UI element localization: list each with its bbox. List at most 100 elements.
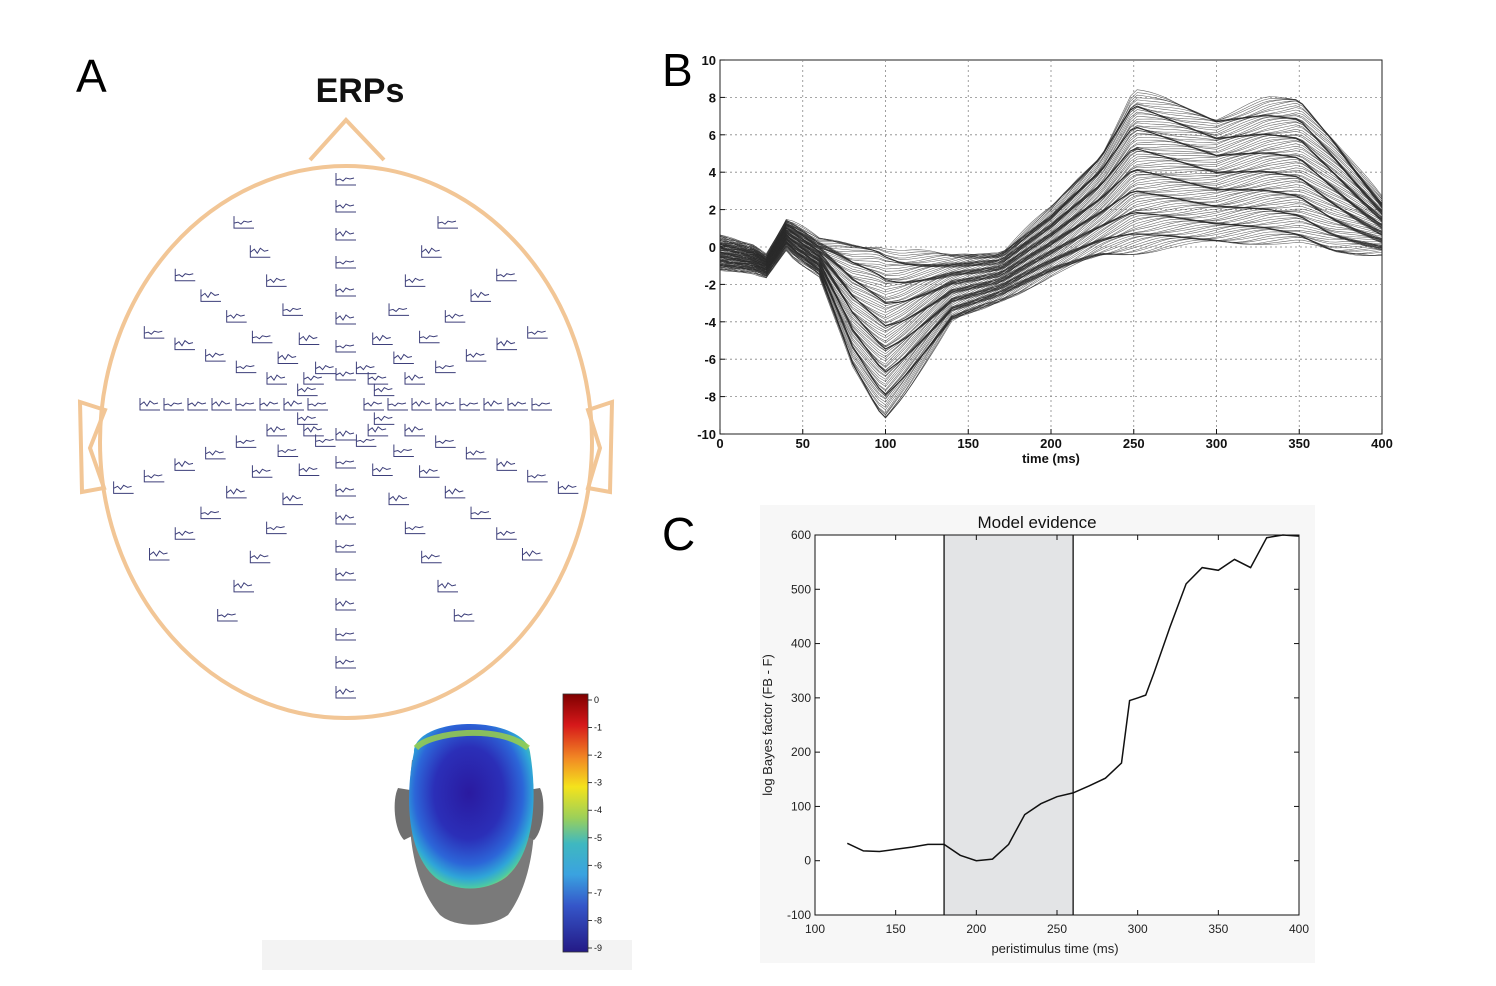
panel-b-ytick-label: 8 — [709, 90, 716, 105]
erp-electrode-glyph — [282, 303, 303, 316]
erp-electrode-glyph — [143, 326, 165, 339]
panel-b-gridlines — [720, 60, 1382, 434]
erp-electrode-glyph — [174, 337, 195, 351]
colorbar-tick-label: -1 — [594, 723, 602, 733]
erp-electrode-glyph — [143, 469, 165, 483]
panel-b-trace — [719, 188, 1383, 350]
panel-b-xtick-label: 250 — [1123, 436, 1145, 451]
panel-c-ticks: 100 150 200 250 300 350 400 600 500 400 300 200 100 0… — [787, 528, 1309, 936]
erps-title: ERPs — [316, 72, 405, 110]
erp-electrode-glyph — [251, 465, 273, 478]
erp-electrode-glyph — [465, 349, 487, 362]
erp-electrode-glyph — [282, 492, 303, 506]
erp-electrode-glyph — [404, 423, 426, 437]
panel-b-xtick-label: 350 — [1288, 436, 1310, 451]
panel-a: A ERPs — [76, 50, 632, 970]
colorbar-ticks: 0 -1 -2 -3 -4 -5 -6 -7 -8 -9 — [588, 695, 602, 953]
panel-b-xlabel: time (ms) — [1022, 451, 1080, 466]
erp-electrode-glyph — [226, 485, 247, 499]
panel-b-trace — [719, 102, 1383, 264]
panel-c-ytick-label: 0 — [804, 854, 811, 868]
erp-electrode-glyph — [335, 598, 356, 611]
panel-b-ytick-label: -2 — [704, 277, 716, 292]
panel-c-xtick-label: 200 — [966, 922, 986, 936]
erp-electrode-grid — [113, 173, 579, 699]
erp-electrode-glyph — [335, 284, 356, 297]
panel-c-shaded-window — [944, 535, 1074, 915]
erp-electrode-glyph — [421, 550, 442, 564]
erp-electrode-glyph — [205, 349, 226, 362]
panel-c-xtick-label: 400 — [1289, 922, 1309, 936]
erp-electrode-glyph — [297, 383, 318, 397]
panel-b-trace — [719, 105, 1383, 266]
erp-electrode-glyph — [259, 398, 280, 411]
panel-c-ytick-label: 600 — [791, 528, 811, 542]
colorbar: 0 -1 -2 -3 -4 -5 -6 -7 -8 -9 — [562, 693, 602, 953]
erp-electrode-glyph — [335, 686, 356, 699]
panel-c-evidence-line — [846, 534, 1300, 862]
panel-b-ytick-label: 10 — [702, 53, 716, 68]
panel-c-title: Model evidence — [977, 513, 1096, 532]
erp-electrode-glyph — [470, 289, 492, 302]
erp-electrode-glyph — [372, 332, 393, 346]
panel-b-trace — [719, 169, 1383, 329]
erp-electrode-glyph — [355, 361, 377, 375]
erp-electrode-glyph — [437, 216, 458, 229]
panel-b-trace — [719, 223, 1383, 396]
erp-electrode-glyph — [335, 656, 356, 669]
panel-b-ytick-label: 6 — [709, 128, 716, 143]
erp-electrode-glyph — [235, 398, 256, 411]
erp-electrode-glyph — [277, 351, 299, 364]
panel-b-trace — [719, 167, 1383, 326]
erp-electrode-glyph — [335, 428, 356, 441]
erp-electrode-glyph — [174, 458, 195, 471]
erp-electrode-glyph — [205, 446, 226, 460]
erp-electrode-glyph — [335, 484, 356, 497]
erp-electrode-glyph — [200, 289, 221, 302]
erp-electrode-glyph — [419, 330, 440, 344]
panel-b-trace — [719, 205, 1383, 373]
panel-b-ytick-label: 4 — [709, 165, 717, 180]
erp-electrode-glyph — [435, 435, 456, 448]
erp-electrode-glyph — [372, 463, 393, 476]
colorbar-tick-label: 0 — [594, 695, 599, 705]
erp-electrode-glyph — [174, 268, 196, 282]
erp-electrode-glyph — [163, 398, 184, 411]
erp-electrode-glyph — [437, 579, 458, 593]
erp-electrode-glyph — [404, 372, 426, 385]
erp-electrode-glyph — [388, 303, 410, 316]
erp-electrode-glyph — [496, 458, 518, 471]
colorbar-tick-label: -8 — [594, 915, 602, 925]
erp-electrode-glyph — [355, 434, 377, 447]
panel-b-xtick-label: 0 — [716, 436, 723, 451]
erp-electrode-glyph — [459, 398, 480, 411]
erp-electrode-glyph — [373, 412, 395, 425]
panel-c-xtick-label: 300 — [1128, 922, 1148, 936]
panel-b-trace — [719, 99, 1383, 260]
panel-b-ytick-label: -8 — [704, 390, 716, 405]
panel-c-letter: C — [662, 508, 695, 560]
erp-electrode-glyph — [387, 398, 408, 411]
erp-electrode-glyph — [496, 268, 517, 282]
erp-electrode-glyph — [496, 527, 517, 540]
erp-electrode-glyph — [404, 274, 426, 287]
erp-electrode-glyph — [235, 435, 257, 448]
panel-b-ytick-label: 2 — [709, 203, 716, 218]
panel-c-ytick-label: 200 — [791, 745, 811, 759]
erp-electrode-glyph — [251, 330, 273, 344]
panel-c-ytick-label: 100 — [791, 799, 811, 813]
panel-b-trace — [719, 220, 1383, 396]
erp-electrode-glyph — [307, 398, 328, 411]
erp-electrode-glyph — [335, 340, 356, 353]
panel-b-trace — [719, 221, 1383, 395]
erp-electrode-glyph — [277, 444, 299, 458]
panel-b-trace — [719, 127, 1383, 283]
erp-electrode-glyph — [298, 463, 320, 476]
erp-electrode-glyph — [233, 216, 254, 229]
erp-electrode-glyph — [521, 547, 543, 561]
erp-electrode-glyph — [303, 423, 324, 437]
erp-electrode-glyph — [283, 398, 304, 411]
panel-b-trace — [719, 184, 1383, 350]
panel-b-letter: B — [662, 44, 693, 96]
erp-electrode-glyph — [421, 245, 442, 258]
